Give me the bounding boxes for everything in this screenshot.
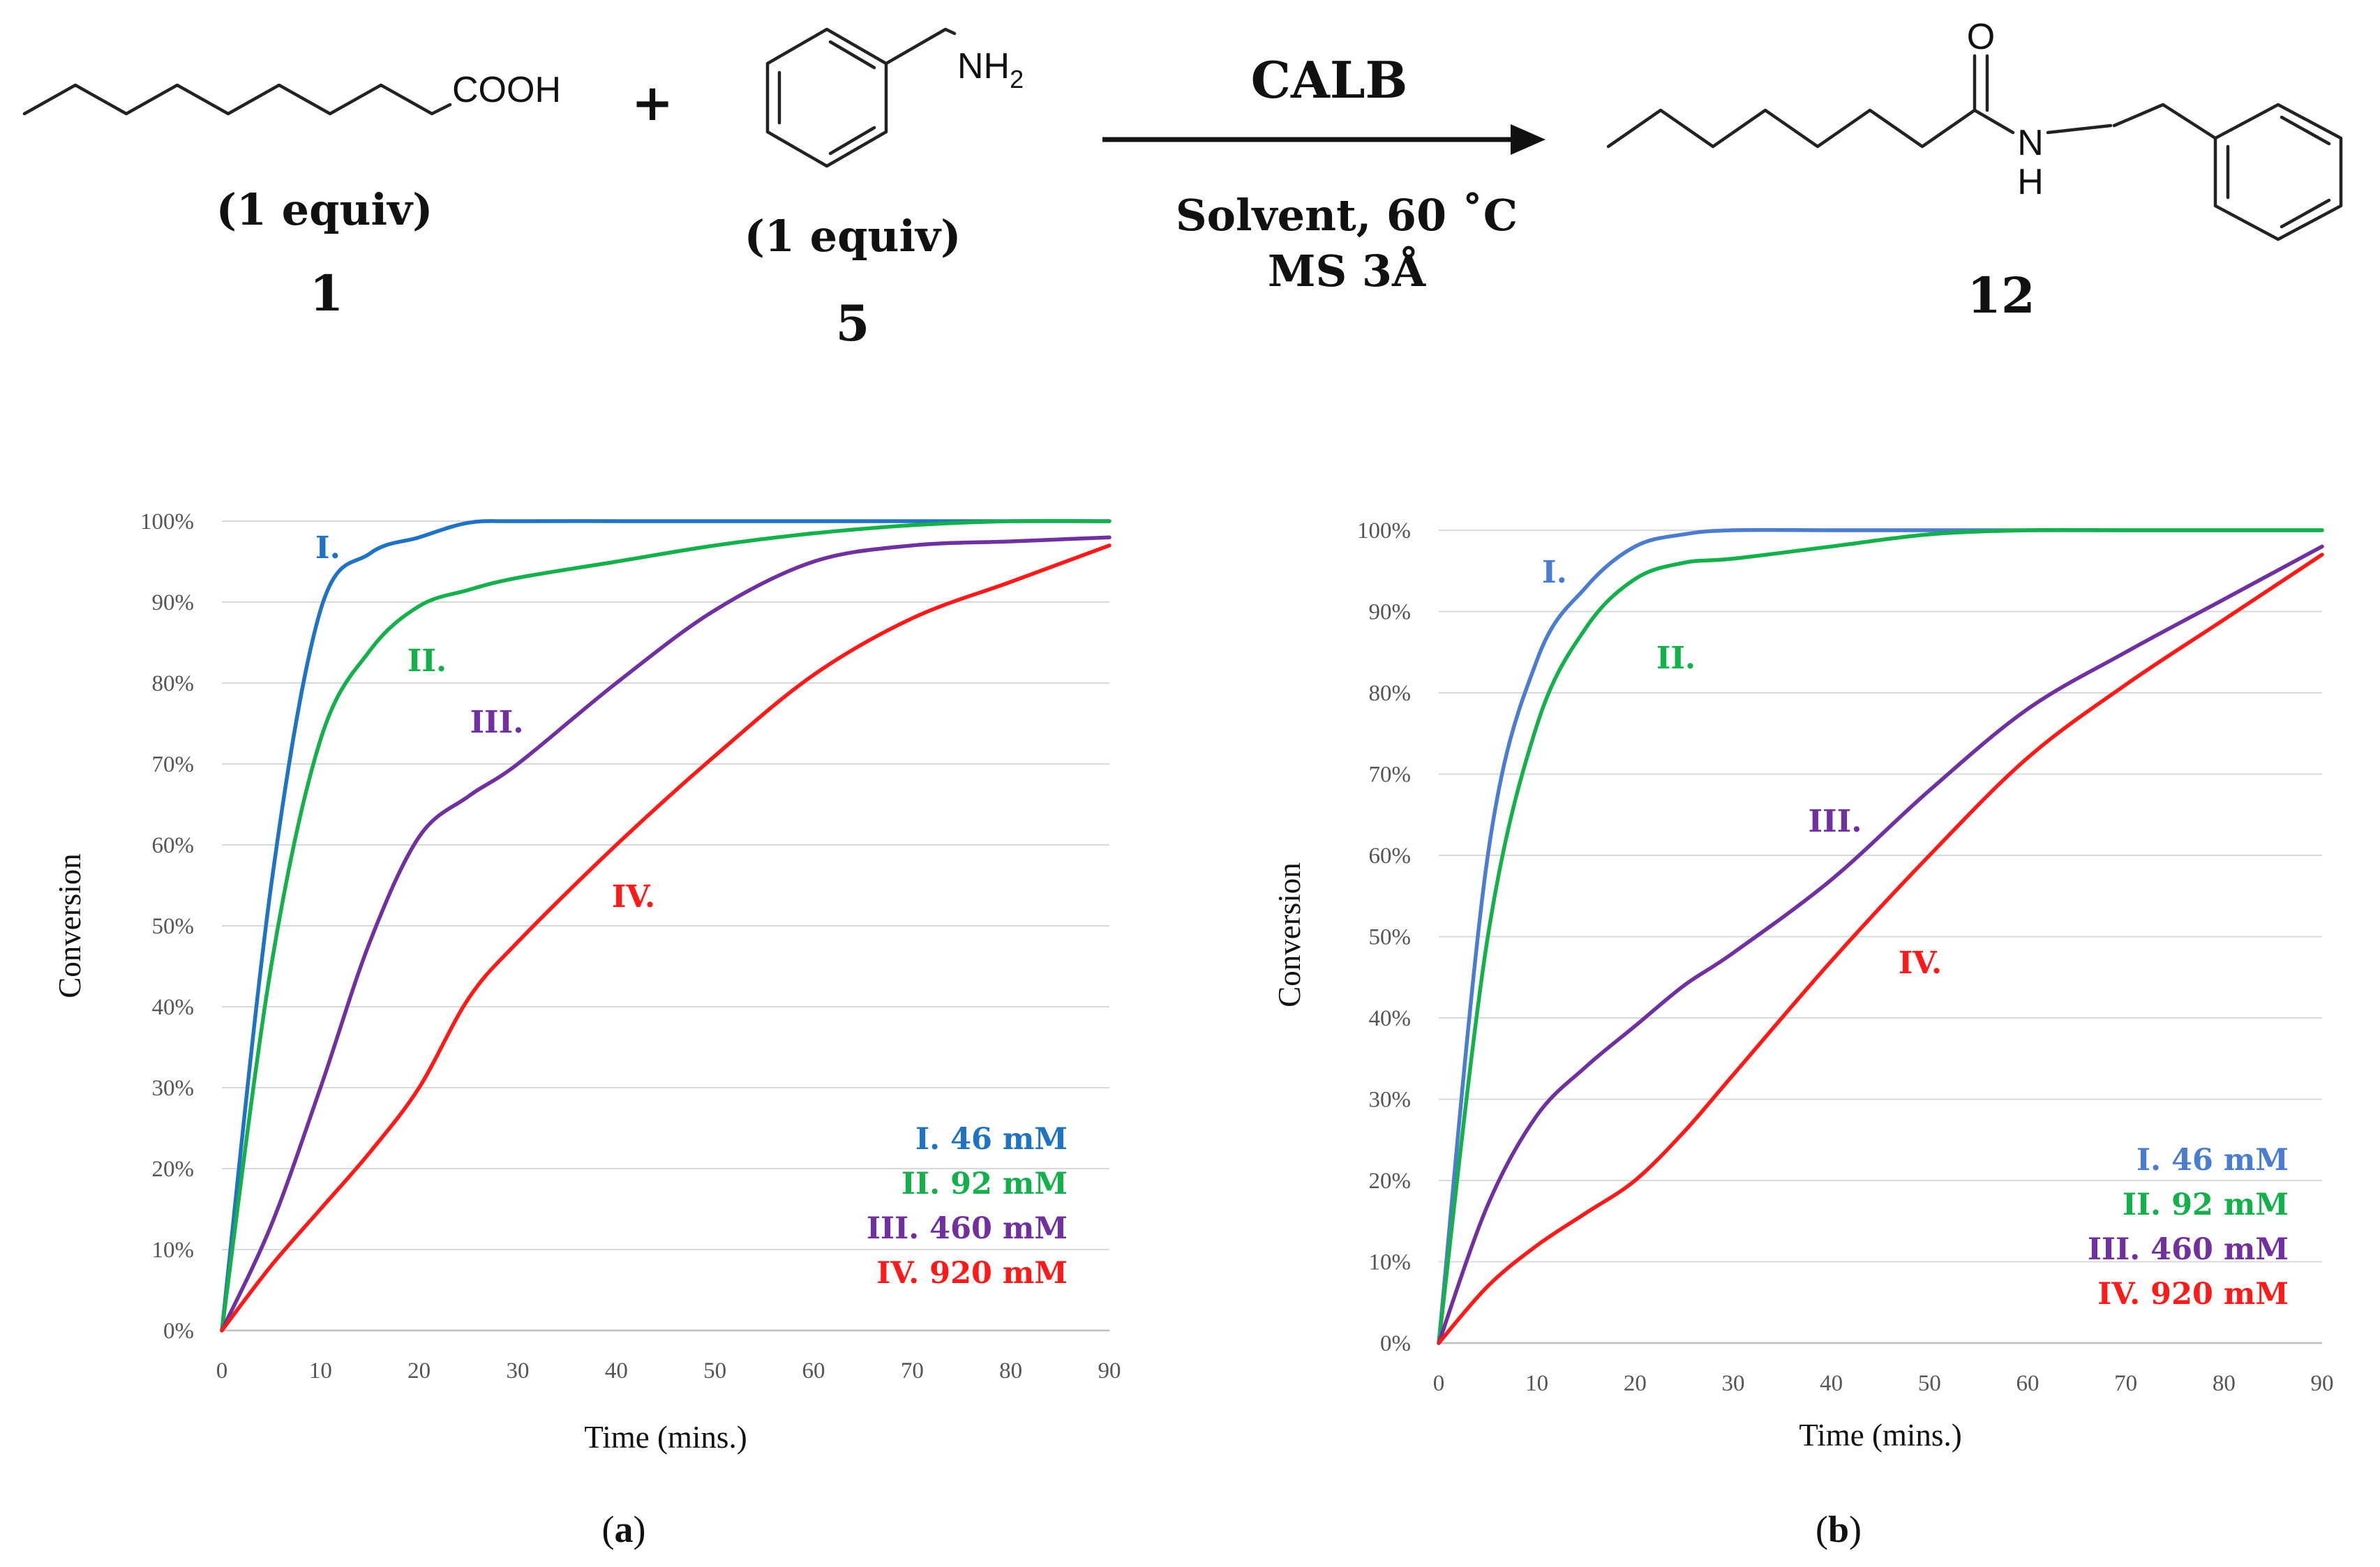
product-structure	[1606, 54, 2343, 241]
curve-label-I: I.	[315, 530, 340, 566]
reaction-arrowhead	[1511, 124, 1545, 155]
panel-label: (a)	[602, 1508, 646, 1550]
x-tick-label: 30	[507, 1358, 530, 1384]
x-tick-label: 90	[1098, 1358, 1121, 1384]
reactant1-equiv: (1 equiv)	[216, 184, 433, 235]
x-tick-label: 40	[1820, 1371, 1843, 1396]
x-tick-label: 30	[1722, 1371, 1745, 1396]
y-tick-label: 90%	[152, 590, 195, 615]
product-number: 12	[1967, 267, 2035, 324]
reaction-scheme: COOH (1 equiv) 1 + NH2 (1 equiv) 5 CALB …	[22, 17, 2343, 352]
y-tick-label: 20%	[1369, 1169, 1412, 1194]
y-tick-label: 50%	[1369, 925, 1412, 950]
curve-label-III: III.	[470, 705, 523, 740]
x-tick-label: 50	[1918, 1371, 1941, 1396]
curve-label-IV: IV.	[1899, 945, 1942, 981]
curve-label-I: I.	[1542, 555, 1567, 590]
y-tick-label: 70%	[1369, 763, 1412, 788]
amide-h-label: H	[2017, 162, 2044, 202]
series-line-III	[1437, 544, 2324, 1345]
x-tick-label: 20	[1624, 1371, 1647, 1396]
x-tick-label: 20	[407, 1358, 431, 1384]
legend-entry-IV: IV. 920 mM	[2097, 1277, 2289, 1312]
amide-n-label: N	[2017, 123, 2044, 163]
y-tick-label: 20%	[152, 1157, 195, 1182]
series-line-II	[1437, 527, 2324, 1345]
y-tick-label: 80%	[1369, 681, 1412, 706]
legend-entry-III: III. 460 mM	[2088, 1232, 2289, 1267]
legend-entry-I: I. 46 mM	[915, 1122, 1068, 1157]
y-tick-label: 60%	[152, 833, 195, 858]
x-tick-label: 40	[605, 1358, 628, 1384]
y-tick-label: 70%	[152, 752, 195, 777]
chart-panel-a: 0% 10% 20% 30% 40% 50% 60% 70% 80% 90% 100% 0 10 20 30…	[52, 509, 1121, 1550]
series-line-III	[220, 535, 1112, 1333]
x-axis-title: Time (mins.)	[1799, 1418, 1961, 1453]
carbonyl-oxygen-label: O	[1967, 17, 1995, 57]
y-tick-label: 50%	[152, 914, 195, 939]
plus-sign: +	[631, 73, 673, 132]
legend-entry-III: III. 460 mM	[867, 1211, 1068, 1246]
x-tick-label: 70	[901, 1358, 924, 1384]
x-tick-label: 60	[2016, 1371, 2040, 1396]
x-tick-label: 50	[703, 1358, 726, 1384]
nh2-subscript: 2	[1010, 65, 1024, 93]
x-tick-label: 10	[1525, 1371, 1548, 1396]
y-tick-label: 60%	[1369, 844, 1412, 869]
y-tick-label: 0%	[163, 1319, 194, 1344]
y-tick-label: 30%	[152, 1076, 195, 1101]
cooh-label: COOH	[452, 70, 561, 110]
x-axis-title: Time (mins.)	[584, 1420, 747, 1455]
y-axis-title: Conversion	[1272, 862, 1307, 1007]
y-tick-label: 0%	[1380, 1331, 1411, 1356]
curve-label-IV: IV.	[612, 879, 655, 915]
y-tick-label: 40%	[1369, 1006, 1412, 1031]
n-ch2-bond	[2046, 123, 2113, 135]
curve-label-II: II.	[407, 643, 447, 679]
benzylamine-structure	[765, 27, 957, 168]
legend-entry-II: II. 92 mM	[901, 1167, 1068, 1201]
y-axis-title: Conversion	[52, 853, 87, 998]
curve-label-II: II.	[1656, 640, 1696, 676]
chart-panel-b: 0% 10% 20% 30% 40% 50% 60% 70% 80% 90% 100% 0 10 20 30…	[1272, 518, 2334, 1550]
series-line-IV	[1437, 553, 2324, 1345]
y-tick-label: 10%	[1369, 1250, 1412, 1275]
x-tick-label: 80	[2213, 1371, 2236, 1396]
reactant1-number: 1	[310, 264, 344, 322]
x-tick-label: 80	[999, 1358, 1022, 1384]
conditions-line2: MS 3Å	[1268, 246, 1426, 297]
series-line-II	[220, 518, 1112, 1333]
panel-label: (b)	[1816, 1508, 1862, 1550]
x-tick-label: 10	[309, 1358, 332, 1384]
x-tick-label: 70	[2114, 1371, 2137, 1396]
y-tick-label: 30%	[1369, 1088, 1412, 1113]
x-tick-label: 0	[216, 1358, 228, 1384]
y-tick-label: 40%	[152, 995, 195, 1020]
legend-entry-II: II. 92 mM	[2123, 1187, 2289, 1222]
x-tick-label: 90	[2311, 1371, 2334, 1396]
legend-entry-I: I. 46 mM	[2136, 1143, 2289, 1178]
y-tick-label: 10%	[152, 1238, 195, 1263]
y-tick-label: 100%	[1357, 518, 1411, 543]
reactant2-equiv: (1 equiv)	[744, 211, 961, 262]
x-tick-label: 0	[1433, 1371, 1445, 1396]
series-line-I	[220, 519, 1112, 1333]
series-line-IV	[220, 543, 1112, 1333]
y-tick-label: 80%	[152, 671, 195, 696]
x-tick-label: 60	[802, 1358, 825, 1384]
curve-label-III: III.	[1808, 804, 1862, 839]
catalyst-label: CALB	[1251, 50, 1408, 110]
octanoic-acid-chain	[22, 83, 452, 116]
y-tick-label: 100%	[140, 509, 194, 534]
y-tick-label: 90%	[1369, 600, 1412, 625]
conditions-line1: Solvent, 60 ˚C	[1176, 190, 1518, 241]
nh2-label: NH2	[957, 46, 1024, 93]
legend-entry-IV: IV. 920 mM	[876, 1256, 1068, 1291]
reactant2-number: 5	[836, 294, 870, 352]
